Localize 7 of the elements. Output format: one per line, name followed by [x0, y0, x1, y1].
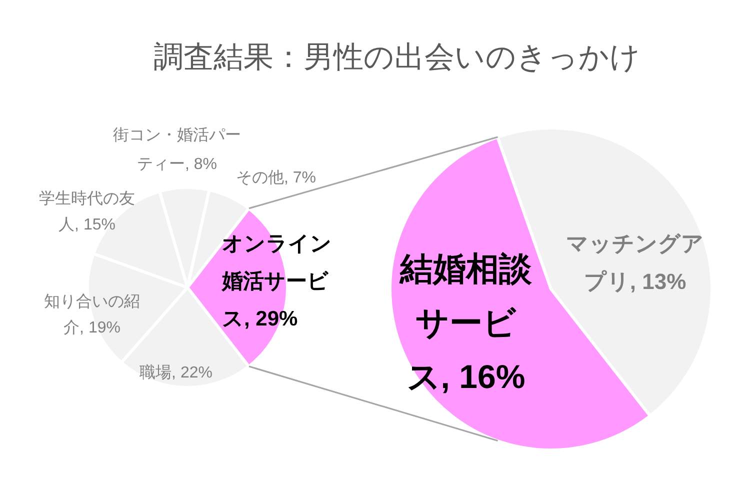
slice-label: 知り合いの紹介, 19%	[44, 292, 140, 336]
slice-label: 結婚相談サービス, 16%	[398, 250, 533, 396]
text: 調査結果：男性の出会いのきっかけ	[154, 40, 640, 76]
slice-label: オンライン婚活サービス, 29%	[221, 232, 332, 330]
slice-label: 学生時代の友人, 15%	[39, 189, 135, 234]
slice-label: 職場, 22%	[140, 363, 212, 382]
slice-label: マッチングアプリ, 13%	[566, 231, 704, 294]
